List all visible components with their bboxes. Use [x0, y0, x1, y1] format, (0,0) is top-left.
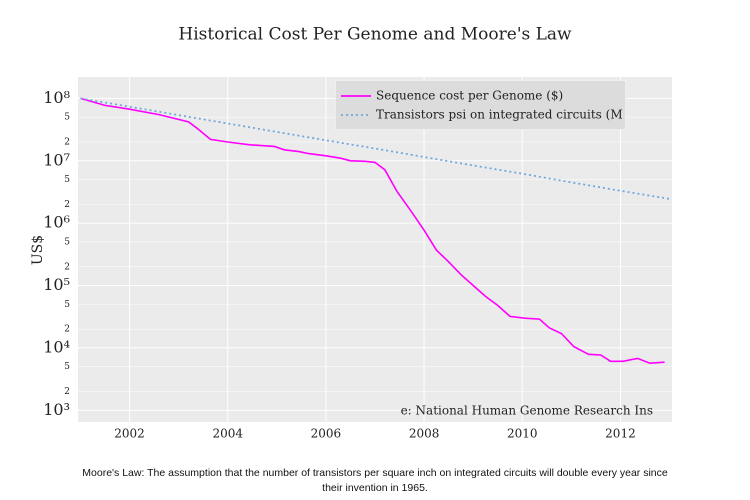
x-tick-label: 2002	[114, 427, 145, 441]
legend-label: Transistors psi on integrated circuits (…	[376, 108, 623, 122]
x-tick-label: 2008	[409, 427, 440, 441]
chart: Historical Cost Per Genome and Moore's L…	[30, 25, 672, 441]
y-tick-label: 10⁵	[43, 275, 70, 294]
x-tick-label: 2010	[507, 427, 538, 441]
x-tick-label: 2006	[311, 427, 342, 441]
legend-box	[335, 80, 626, 130]
y-tick-label: 5	[64, 362, 70, 372]
y-tick-label: 2	[64, 387, 70, 397]
y-tick-label: 10⁴	[43, 337, 70, 356]
y-axis-label: US$	[30, 235, 46, 265]
y-tick-label: 5	[64, 300, 70, 310]
plot-area	[80, 97, 670, 365]
line-series	[80, 97, 665, 365]
y-tick-label: 5	[64, 113, 70, 123]
y-tick-label: 10⁷	[43, 150, 70, 169]
y-tick-label: 5	[64, 237, 70, 247]
y-tick-label: 2	[64, 137, 70, 147]
chart-title: Historical Cost Per Genome and Moore's L…	[178, 25, 572, 45]
x-tick-label: 2004	[212, 427, 243, 441]
y-tick-label: 10³	[43, 400, 70, 419]
y-tick-label: 2	[64, 262, 70, 272]
y-tick-label: 2	[64, 200, 70, 210]
y-tick-label: 2	[64, 325, 70, 335]
annotation: e: National Human Genome Research Ins	[401, 404, 653, 418]
plot-background	[78, 77, 672, 422]
x-tick-label: 2012	[605, 427, 636, 441]
legend: Sequence cost per Genome ($) Transistors …	[335, 80, 626, 130]
y-tick-label: 5	[64, 175, 70, 185]
y-tick-label: 10⁶	[43, 213, 70, 232]
y-tick-label: 10⁸	[43, 88, 70, 107]
caption: Moore's Law: The assumption that the num…	[82, 467, 668, 494]
legend-label: Sequence cost per Genome ($)	[376, 89, 563, 103]
